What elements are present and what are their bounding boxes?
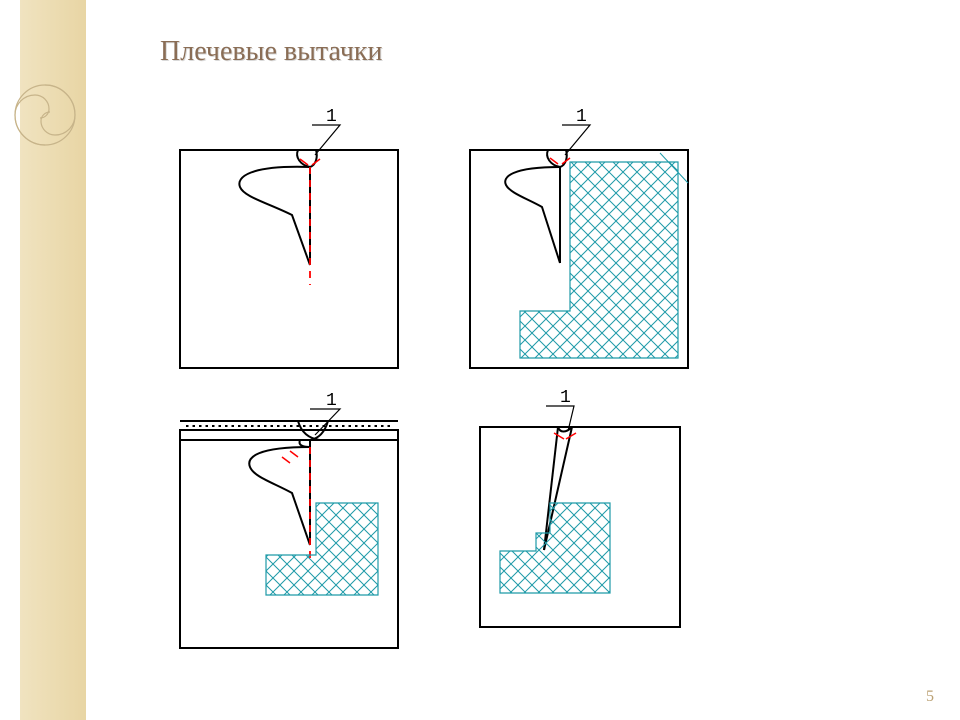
panel-3: 1 bbox=[180, 391, 398, 648]
panel-1-label: 1 bbox=[326, 107, 337, 127]
page-title: Плечевые вытачки bbox=[160, 36, 382, 68]
page-number: 5 bbox=[926, 688, 934, 706]
panel-3-dart bbox=[249, 440, 310, 545]
panel-1: 1 bbox=[180, 107, 398, 368]
panel-3-red-marks bbox=[282, 451, 298, 463]
panel-2-hatch bbox=[520, 162, 678, 358]
panel-4: 1 bbox=[480, 388, 680, 627]
panel-2-dart bbox=[505, 150, 567, 263]
panel-3-label: 1 bbox=[326, 391, 337, 411]
panel-2: 1 bbox=[470, 107, 688, 368]
swirl-decoration bbox=[5, 75, 85, 155]
panel-1-frame bbox=[180, 150, 398, 368]
panel-4-hatch bbox=[500, 503, 610, 593]
diagram-grid: 1 1 bbox=[140, 95, 860, 695]
panel-2-label: 1 bbox=[576, 107, 587, 127]
panel-1-dart bbox=[239, 150, 316, 265]
panel-4-label: 1 bbox=[560, 388, 571, 408]
panel-3-hatch bbox=[266, 503, 378, 595]
